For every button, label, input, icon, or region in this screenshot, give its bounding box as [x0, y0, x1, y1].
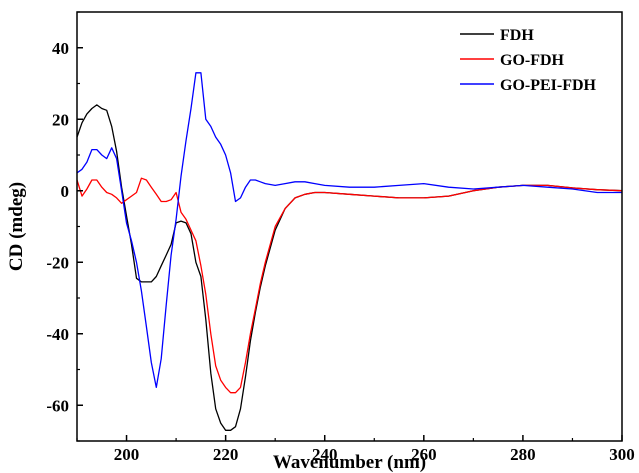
x-tick-label: 280: [510, 445, 536, 464]
y-tick-label: 40: [52, 39, 69, 58]
y-tick-label: -20: [46, 253, 69, 272]
x-tick-label: 300: [609, 445, 635, 464]
x-tick-label: 220: [213, 445, 239, 464]
y-tick-label: -60: [46, 396, 69, 415]
y-tick-label: 20: [52, 110, 69, 129]
x-tick-label: 260: [411, 445, 437, 464]
x-axis-title: Wavenumber (nm): [273, 452, 426, 473]
legend-label-0: FDH: [500, 27, 534, 44]
x-tick-label: 240: [312, 445, 338, 464]
y-axis-ticks: -60 -40 -20 0 20 40: [46, 11, 83, 442]
legend: FDH GO-FDH GO-PEI-FDH: [460, 27, 597, 94]
legend-label-2: GO-PEI-FDH: [500, 77, 597, 94]
series-line-2: [76, 72, 622, 389]
series-layer: [76, 72, 623, 431]
series-line-1: [76, 177, 623, 394]
legend-label-1: GO-FDH: [500, 52, 565, 69]
series-line-0: [76, 104, 623, 431]
y-tick-label: -40: [46, 325, 69, 344]
y-tick-label: 0: [61, 182, 70, 201]
y-axis-title: CD (mdeg): [6, 182, 27, 271]
x-tick-label: 200: [114, 445, 140, 464]
x-axis-ticks: 200 220 240 260 280 300: [76, 435, 635, 464]
